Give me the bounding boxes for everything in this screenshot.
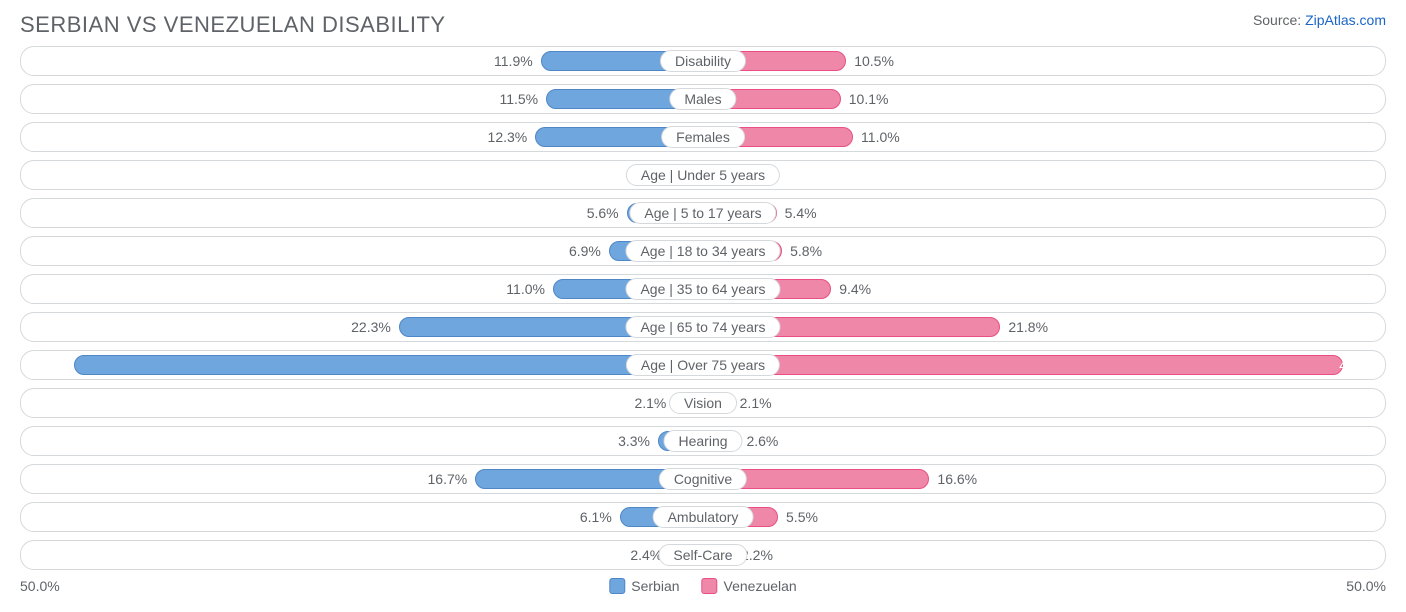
category-label: Self-Care: [658, 544, 747, 566]
category-label: Age | 5 to 17 years: [629, 202, 776, 224]
value-right: 10.1%: [849, 91, 889, 107]
chart-row: 11.0% 9.4% Age | 35 to 64 years: [20, 274, 1386, 304]
value-left: 11.0%: [506, 281, 545, 297]
axis-left-max: 50.0%: [20, 578, 60, 594]
value-right: 5.4%: [785, 205, 817, 221]
chart-row: 16.7% 16.6% Cognitive: [20, 464, 1386, 494]
header: SERBIAN VS VENEZUELAN DISABILITY Source:…: [0, 0, 1406, 46]
legend-label-left: Serbian: [631, 578, 679, 594]
bar-left: [74, 355, 703, 375]
chart-row: 1.3%1.2%Age | Under 5 years: [20, 160, 1386, 190]
category-label: Males: [669, 88, 736, 110]
category-label: Hearing: [663, 430, 742, 452]
source-attribution: Source: ZipAtlas.com: [1253, 12, 1386, 28]
value-right: 21.8%: [1008, 319, 1048, 335]
value-left: 46.1%: [27, 357, 67, 373]
value-left: 11.9%: [494, 53, 533, 69]
value-left: 6.9%: [569, 243, 601, 259]
chart-title: SERBIAN VS VENEZUELAN DISABILITY: [20, 12, 446, 38]
value-left: 12.3%: [488, 129, 528, 145]
value-left: 2.1%: [634, 395, 666, 411]
category-label: Age | 35 to 64 years: [625, 278, 780, 300]
value-left: 3.3%: [618, 433, 650, 449]
category-label: Age | 65 to 74 years: [625, 316, 780, 338]
chart-row: 6.1% 5.5% Ambulatory: [20, 502, 1386, 532]
chart-row: 6.9% 5.8% Age | 18 to 34 years: [20, 236, 1386, 266]
value-left: 22.3%: [351, 319, 391, 335]
legend-label-right: Venezuelan: [724, 578, 797, 594]
value-left: 11.5%: [499, 91, 538, 107]
source-link[interactable]: ZipAtlas.com: [1305, 12, 1386, 28]
category-label: Vision: [669, 392, 737, 414]
category-label: Disability: [660, 50, 746, 72]
value-left: 5.6%: [587, 205, 619, 221]
value-right: 11.0%: [861, 129, 900, 145]
value-right: 2.1%: [740, 395, 772, 411]
category-label: Age | Over 75 years: [626, 354, 780, 376]
value-right: 16.6%: [937, 471, 977, 487]
value-right: 10.5%: [854, 53, 894, 69]
chart-row: 46.1% 46.9% Age | Over 75 years: [20, 350, 1386, 380]
chart-row: 11.9% 10.5% Disability: [20, 46, 1386, 76]
source-prefix: Source:: [1253, 12, 1305, 28]
legend-item-left: Serbian: [609, 578, 679, 594]
category-label: Females: [661, 126, 745, 148]
value-right: 46.9%: [1339, 357, 1379, 373]
value-right: 9.4%: [839, 281, 871, 297]
category-label: Age | 18 to 34 years: [625, 240, 780, 262]
chart-row: 11.5% 10.1% Males: [20, 84, 1386, 114]
category-label: Cognitive: [659, 468, 747, 490]
chart-row: 2.4%2.2%Self-Care: [20, 540, 1386, 570]
legend-swatch-right: [702, 578, 718, 594]
bar-right: [703, 355, 1343, 375]
chart-row: 22.3% 21.8% Age | 65 to 74 years: [20, 312, 1386, 342]
diverging-bar-chart: 11.9% 10.5% Disability 11.5% 10.1% Males 12.3%…: [0, 46, 1406, 570]
category-label: Ambulatory: [653, 506, 754, 528]
value-left: 16.7%: [428, 471, 468, 487]
chart-row: 2.1% 2.1%Vision: [20, 388, 1386, 418]
chart-row: 5.6% 5.4% Age | 5 to 17 years: [20, 198, 1386, 228]
chart-row: 12.3% 11.0% Females: [20, 122, 1386, 152]
value-right: 5.5%: [786, 509, 818, 525]
value-right: 5.8%: [790, 243, 822, 259]
legend-swatch-left: [609, 578, 625, 594]
category-label: Age | Under 5 years: [626, 164, 780, 186]
value-left: 6.1%: [580, 509, 612, 525]
axis-right-max: 50.0%: [1346, 578, 1386, 594]
value-right: 2.6%: [746, 433, 778, 449]
legend: Serbian Venezuelan: [609, 578, 796, 594]
axis-labels: 50.0% Serbian Venezuelan 50.0%: [0, 578, 1406, 594]
legend-item-right: Venezuelan: [702, 578, 797, 594]
chart-row: 3.3% 2.6%Hearing: [20, 426, 1386, 456]
